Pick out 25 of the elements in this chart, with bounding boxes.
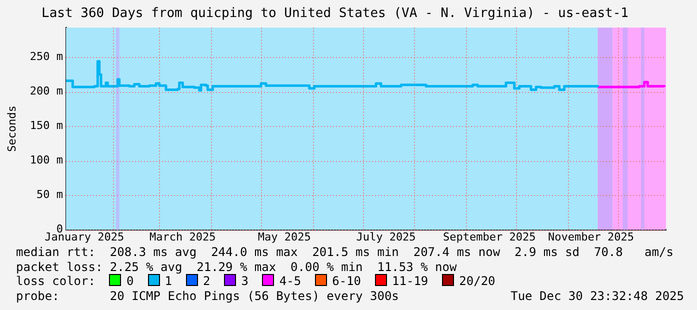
text: packet loss: 2.25 % avg 21.29 % max 0.00 % min 11.53 % now xyxy=(16,260,458,274)
chart-title: Last 360 Days from quicping to United States (VA - N. Virginia) - us-east-1 xyxy=(42,6,628,22)
text: 0 xyxy=(126,274,134,288)
y-tick-label: 100 m xyxy=(30,154,64,167)
x-tick-label: May 2025 xyxy=(258,230,311,244)
text: 11-19 xyxy=(392,274,428,288)
text: Tue Dec 30 23:32:48 2025 xyxy=(510,288,684,303)
x-tick-label: September 2025 xyxy=(442,230,536,244)
text: 2 xyxy=(202,274,210,288)
text: 3 xyxy=(241,274,248,288)
y-tick-label: 200 m xyxy=(30,84,64,98)
x-tick-label: July 2025 xyxy=(356,230,416,244)
text: probe: 20 ICMP Echo Pings (56 Bytes) every 300s xyxy=(16,288,399,302)
y-tick-label: 250 m xyxy=(30,50,64,64)
text: loss color: xyxy=(16,274,96,288)
x-tick-label: March 2025 xyxy=(150,230,216,244)
text: 20/20 xyxy=(459,274,496,288)
x-tick-label: November 2025 xyxy=(548,230,634,244)
text: median rtt: 208.3 ms avg 244.0 ms max 201.5 ms min 207.4 ms now 2.9 ms sd 70.8 am/s xyxy=(16,245,674,260)
text: 1 xyxy=(164,274,172,288)
y-tick-label: 150 m xyxy=(30,119,64,132)
text: 4-5 xyxy=(279,274,302,288)
y-tick-label: 50 m xyxy=(36,188,64,202)
y-axis-title: Seconds xyxy=(5,106,18,152)
text: 6-10 xyxy=(332,274,362,288)
